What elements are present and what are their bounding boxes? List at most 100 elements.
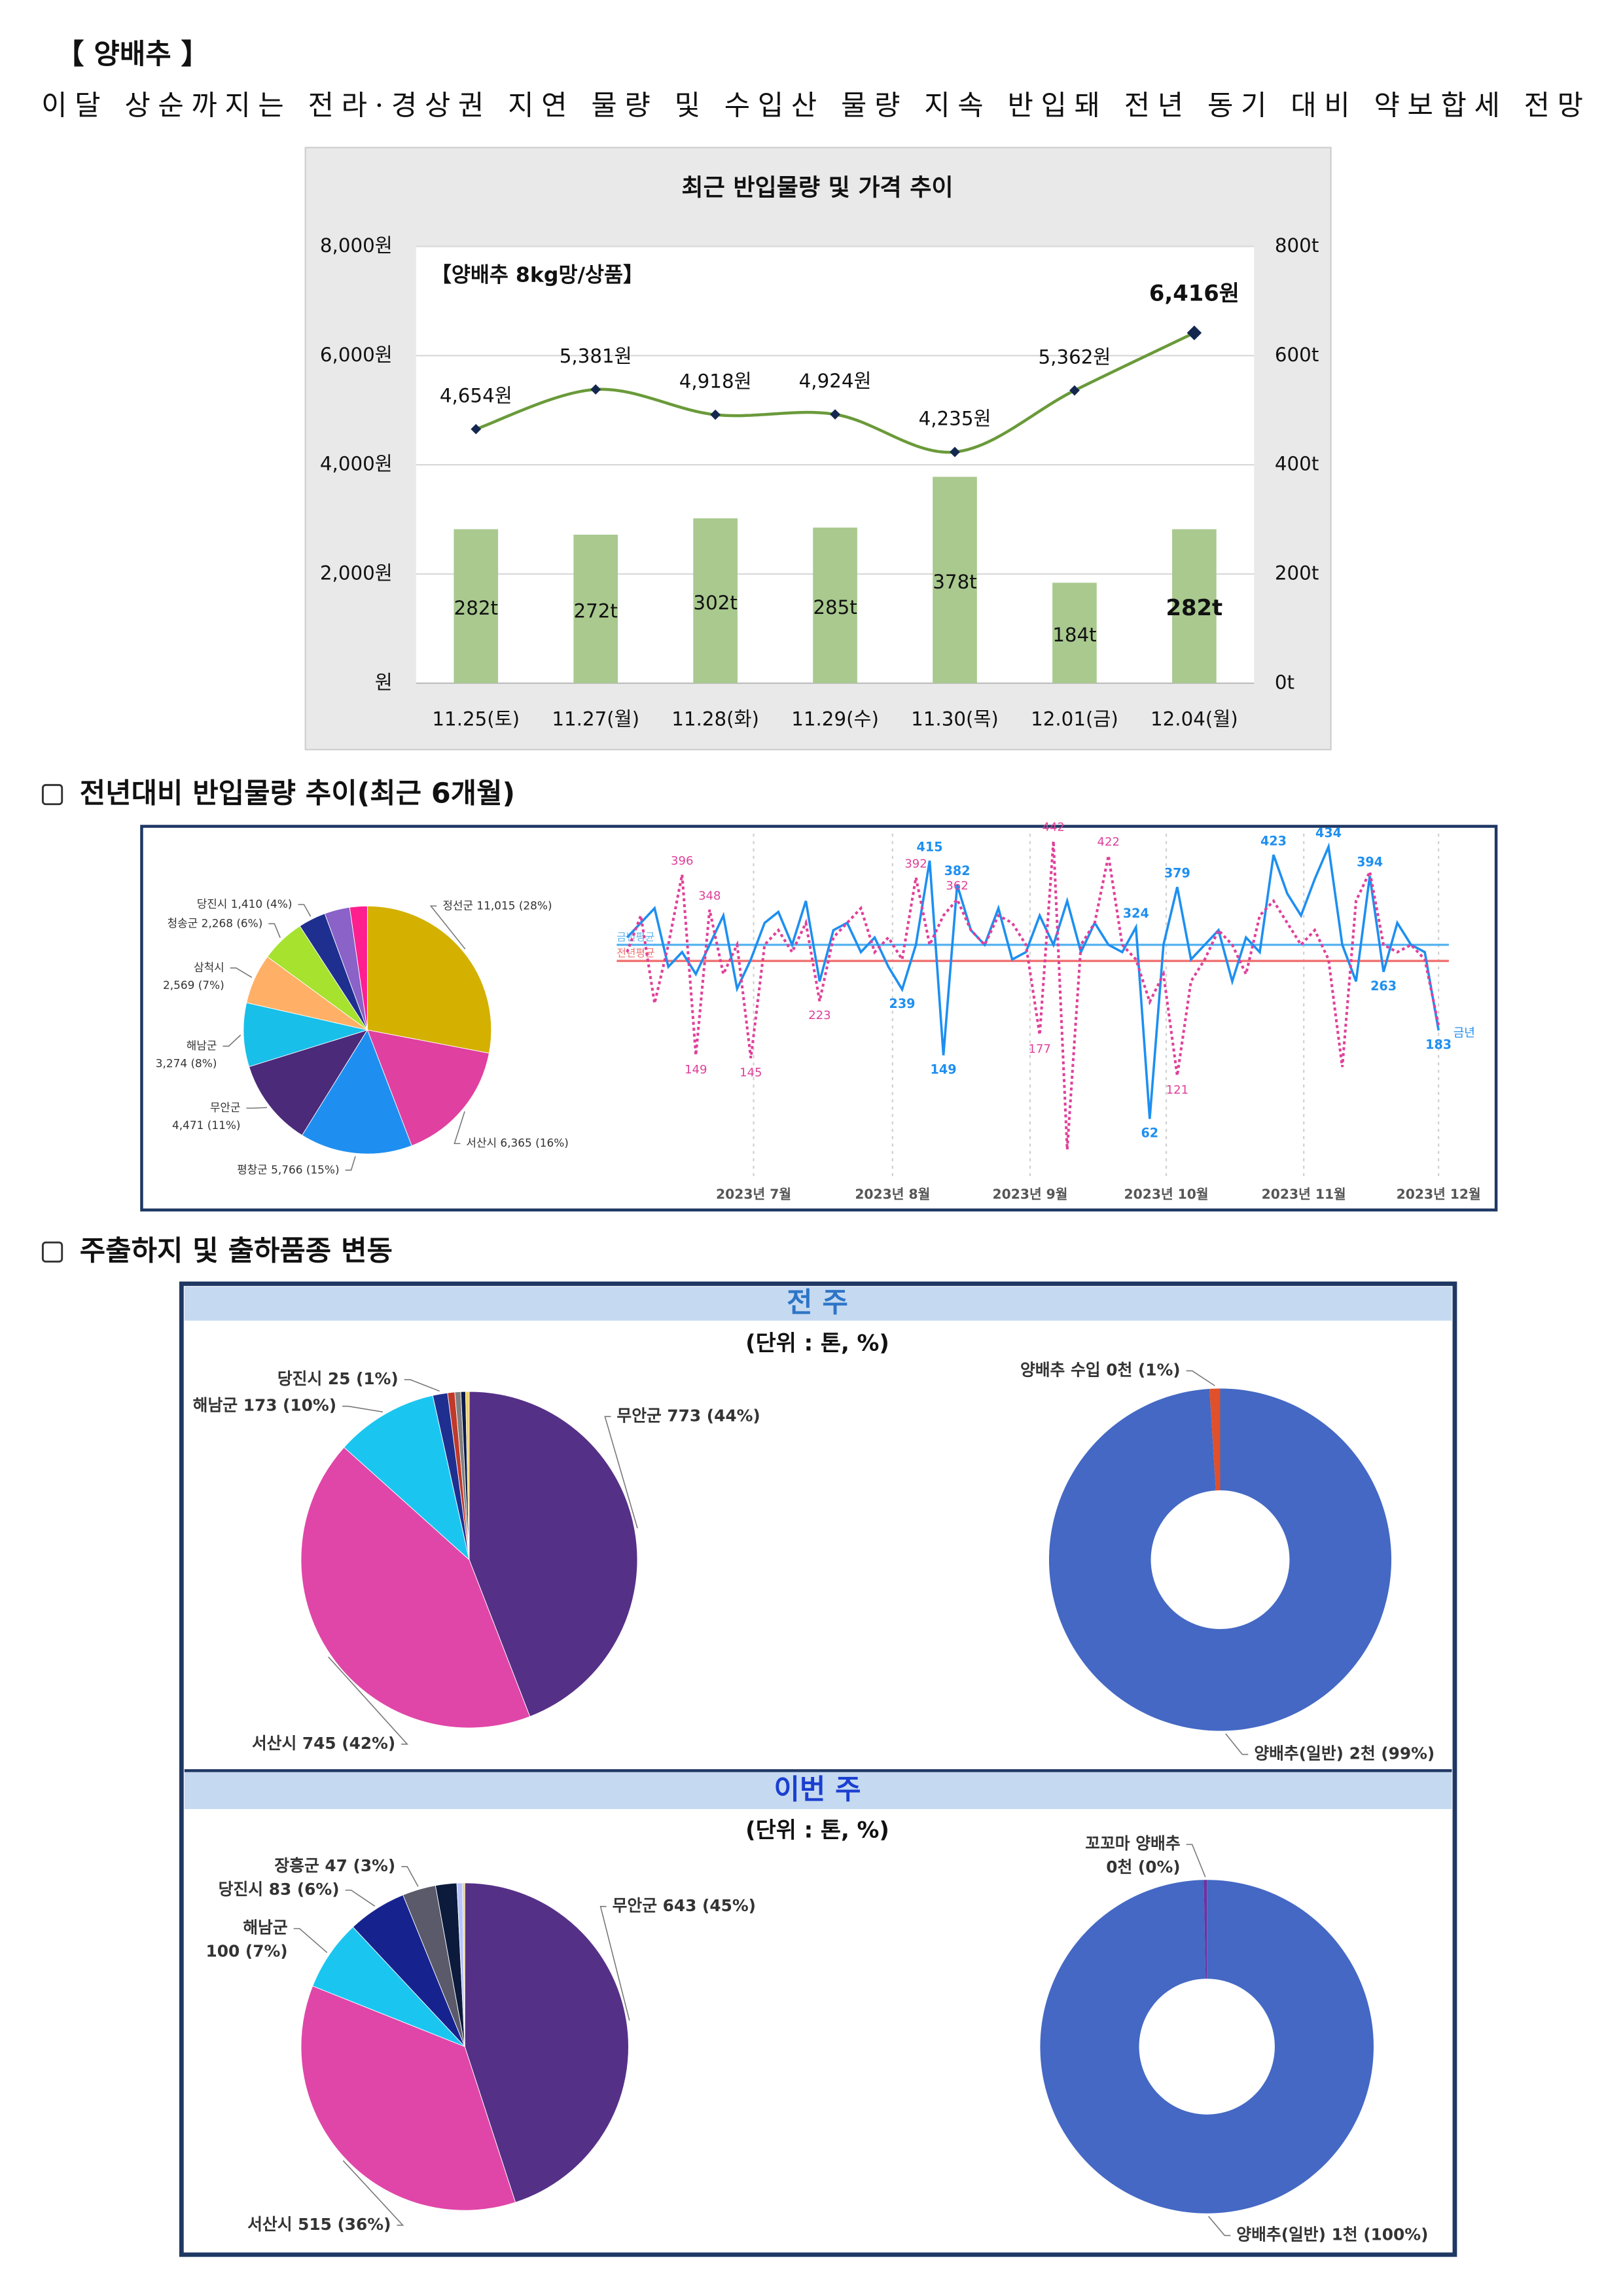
x-tick-label: 12.04(월)	[1150, 708, 1238, 730]
point-label: 177	[1028, 1043, 1050, 1056]
annotation: 【양배추 8kg망/상품】	[431, 264, 643, 287]
y-tick-label: 2,000원	[320, 562, 393, 584]
pie-slice	[301, 1029, 412, 1155]
slice-label: 청송군 2,268 (6%)	[168, 916, 263, 929]
unit-label: (단위 : 톤, %)	[745, 1330, 889, 1355]
point-label: 382	[944, 863, 971, 878]
bar	[813, 528, 857, 683]
point-label: 239	[889, 996, 916, 1011]
leader-line	[342, 2160, 404, 2226]
unit-label: (단위 : 톤, %)	[745, 1817, 889, 1842]
slice-label: 장흥군 47 (3%)	[274, 1856, 395, 1875]
slice-label: 당진시 83 (6%)	[219, 1880, 340, 1899]
x-tick-label: 2023년 9월	[993, 1187, 1068, 1202]
leader-line	[1186, 1370, 1215, 1386]
point-label: 392	[904, 857, 927, 870]
leader-line	[328, 1657, 409, 1745]
leader-line	[1208, 2215, 1231, 2236]
series-line	[626, 840, 1440, 1150]
slice-label: 0천 (0%)	[1106, 1857, 1180, 1876]
marker	[590, 384, 601, 395]
series-line	[626, 842, 1440, 1119]
bar-label: 285t	[813, 596, 857, 619]
y2-tick-label: 400t	[1275, 453, 1319, 475]
pie-slice	[248, 1029, 368, 1136]
point-label: 324	[1123, 906, 1149, 921]
page-title: 【 양배추 】	[56, 38, 209, 71]
slice-label: 서산시 515 (36%)	[247, 2215, 391, 2234]
bar-label: 282t	[1166, 595, 1223, 620]
leader-line	[604, 1416, 638, 1529]
slice-label: 양배추(일반) 2천 (99%)	[1254, 1744, 1435, 1763]
price-label: 4,235원	[919, 407, 991, 429]
point-label: 394	[1357, 855, 1383, 870]
checkbox	[41, 783, 63, 806]
x-tick-label: 2023년 8월	[855, 1187, 930, 1202]
slice-label: 무안군	[210, 1101, 241, 1114]
point-label: 149	[931, 1062, 957, 1077]
y2-tick-label: 800t	[1275, 234, 1319, 257]
x-tick-label: 2023년 10월	[1124, 1187, 1209, 1202]
leader-line	[293, 1928, 328, 1953]
donut-slice	[1048, 1388, 1392, 1731]
slice-label: 정선군 11,015 (28%)	[442, 899, 552, 912]
pie-slice	[366, 1030, 490, 1147]
y-tick-label: 4,000원	[320, 453, 393, 475]
section-title: 주출하지 및 출하품종 변동	[80, 1235, 393, 1268]
section-title: 전년대비 반입물량 추이(최근 6개월)	[80, 778, 515, 810]
point-label: 145	[740, 1066, 762, 1079]
y2-tick-label: 600t	[1275, 344, 1319, 366]
slice-label: 평창군 5,766 (15%)	[237, 1163, 339, 1176]
y-tick-label: 6,000원	[320, 344, 393, 366]
slice-label: 해남군	[187, 1039, 217, 1052]
donut-slice	[1040, 1880, 1374, 2214]
pie-slice	[462, 1882, 465, 2047]
pie-slice	[464, 1882, 629, 2203]
average-label: 금년평균	[616, 931, 654, 943]
slice-label: 삼척시	[194, 961, 224, 974]
leader-line	[599, 1906, 630, 2021]
pie-slice	[300, 1985, 516, 2211]
leader-line	[1186, 1844, 1206, 1878]
point-label: 415	[917, 839, 943, 854]
point-label: 62	[1141, 1126, 1158, 1141]
leader-line	[429, 905, 466, 950]
y2-tick-label: 0t	[1275, 671, 1294, 693]
leader-line	[345, 1890, 376, 1907]
leader-line	[401, 1866, 419, 1887]
point-label: 442	[1043, 821, 1065, 834]
price-label: 6,416원	[1149, 281, 1240, 306]
slice-label: 양배추(일반) 1천 (100%)	[1236, 2225, 1428, 2244]
bar	[1172, 529, 1217, 683]
leader-line	[342, 1405, 383, 1413]
point-label: 422	[1097, 835, 1120, 849]
point-label: 223	[808, 1009, 830, 1022]
bar-label: 272t	[573, 600, 617, 622]
leader-line	[298, 904, 312, 917]
summary: 이달 상순까지는 전라·경상권 지연 물량 및 수입산 물량 지속 반입돼 전년…	[41, 90, 1583, 122]
y-tick-label: 원	[375, 671, 393, 693]
price-label: 4,918원	[679, 370, 752, 392]
x-tick-label: 2023년 12월	[1397, 1187, 1481, 1202]
bar	[573, 534, 618, 683]
pie-slice	[312, 1926, 465, 2047]
leader-line	[223, 1034, 241, 1047]
point-label: 348	[698, 889, 721, 903]
y2-tick-label: 200t	[1275, 562, 1319, 584]
chart-title: 최근 반입물량 및 가격 추이	[681, 174, 953, 202]
price-label: 4,924원	[799, 370, 872, 392]
series-label: 금년	[1454, 1026, 1475, 1040]
slice-label: 2,569 (7%)	[163, 978, 224, 992]
header-band	[184, 1286, 1452, 1321]
pie-slice	[366, 905, 492, 1054]
bar	[454, 529, 499, 683]
slice-label: 3,274 (8%)	[156, 1056, 217, 1069]
slice-label: 무안군 643 (45%)	[613, 1896, 756, 1915]
point-label: 434	[1315, 825, 1342, 840]
bar	[933, 476, 977, 683]
price-label: 4,654원	[440, 385, 512, 407]
marker	[950, 446, 960, 457]
bar-label: 282t	[454, 597, 498, 619]
slice-label: 해남군	[243, 1918, 287, 1937]
